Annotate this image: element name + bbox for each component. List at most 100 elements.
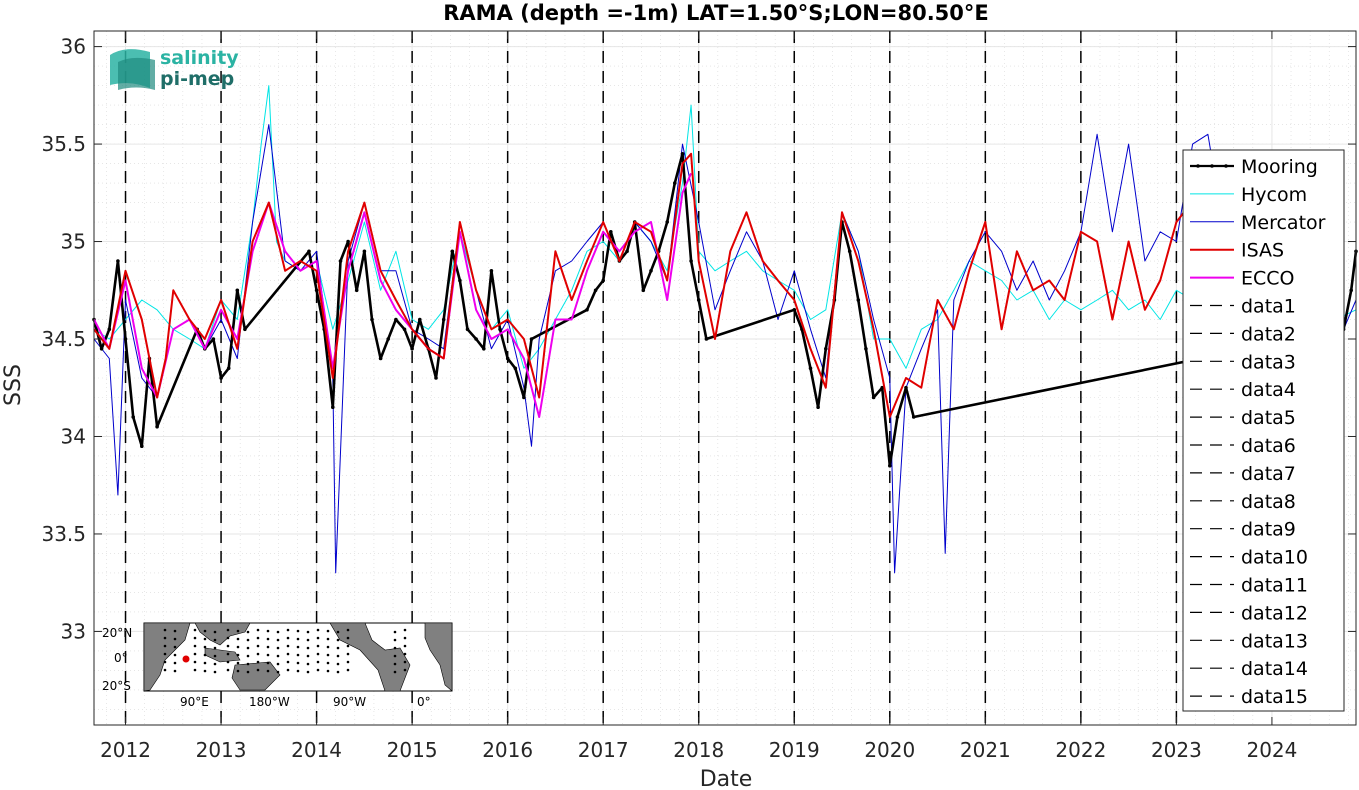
y-axis-label: SSS (1, 364, 26, 406)
mooring-point (226, 366, 231, 371)
map-dot (403, 644, 407, 648)
map-dot (226, 636, 230, 640)
map-dot (266, 669, 270, 673)
map-dot (276, 638, 280, 642)
mooring-point (386, 337, 391, 341)
map-dot (316, 652, 320, 656)
map-dot (193, 644, 197, 648)
map-dot (393, 662, 397, 666)
map-dot (236, 669, 240, 673)
map-dot (246, 630, 250, 634)
mooring-point (458, 278, 462, 283)
mooring-point (505, 356, 510, 361)
mooring-point (474, 337, 478, 341)
map-dot (213, 662, 217, 666)
series-line-isas (93, 152, 1194, 418)
map-dot (163, 652, 167, 656)
map-dot (203, 629, 207, 633)
legend-label-data12: data12 (1241, 602, 1308, 624)
mooring-point (346, 239, 350, 244)
map-dot (266, 629, 270, 633)
mooring-point (593, 288, 598, 293)
mooring-point (529, 337, 534, 341)
map-dot (246, 646, 250, 650)
map-dot (326, 661, 330, 665)
map-dot (336, 670, 340, 674)
mooring-point (155, 424, 159, 429)
mooring-point (609, 230, 613, 234)
mooring-point (522, 395, 526, 400)
mooring-point (847, 249, 852, 254)
mooring-point (904, 385, 908, 390)
mooring-point (418, 317, 422, 322)
map-dot (236, 661, 240, 665)
mooring-point (140, 444, 144, 449)
legend-dot (1224, 164, 1228, 168)
map-lon-label-90e: 90°E (180, 695, 209, 709)
map-dot (393, 654, 397, 658)
map-dot (213, 654, 217, 658)
map-dot (296, 629, 300, 633)
map-dot (226, 628, 230, 632)
mooring-point (888, 463, 892, 468)
y-tick-label: 34.5 (41, 327, 86, 351)
mooring-point (880, 385, 884, 390)
map-dot (193, 660, 197, 664)
map-dot (173, 661, 177, 665)
legend-label-data2: data2 (1241, 323, 1296, 345)
plot-frame (93, 30, 1357, 726)
mooring-point (649, 269, 653, 273)
map-dot (173, 653, 177, 657)
mooring-point (498, 327, 502, 332)
map-dot (306, 662, 310, 666)
map-dot (266, 645, 270, 649)
logo-wave-icon-2 (118, 57, 155, 90)
mooring-point (131, 415, 135, 419)
map-dot (173, 629, 177, 633)
map-dot (226, 652, 230, 656)
map-dot (346, 644, 350, 648)
mooring-locations (163, 628, 407, 674)
legend-label-data7: data7 (1241, 463, 1296, 485)
legend-label-data8: data8 (1241, 491, 1296, 513)
legend-label-mercator: Mercator (1241, 212, 1326, 234)
mooring-point (434, 376, 438, 380)
mooring-point (911, 415, 916, 419)
mooring-point (665, 220, 669, 224)
map-dot (173, 669, 177, 673)
map-dot (346, 628, 350, 632)
map-dot (403, 628, 407, 632)
map-dot (203, 661, 207, 665)
map-dot (326, 629, 330, 633)
map-dot (336, 662, 340, 666)
x-tick-label: 2022 (1055, 738, 1106, 762)
map-dot (246, 662, 250, 666)
map-dot (403, 660, 407, 664)
salinity-pi-mep-logo: salinity pi-mep (110, 47, 239, 90)
map-dot (226, 644, 230, 648)
map-dot (203, 653, 207, 657)
map-dot (326, 637, 330, 641)
y-tick-label: 36 (61, 35, 86, 59)
map-dot (326, 669, 330, 673)
x-tick-label: 2016 (482, 738, 533, 762)
map-dot (393, 638, 397, 642)
map-dot (346, 668, 350, 672)
map-dot (286, 644, 290, 648)
map-dot (306, 670, 310, 674)
map-dot (246, 670, 250, 674)
inset-map-background (143, 622, 453, 692)
x-tick-label: 2023 (1151, 738, 1202, 762)
map-lat-label-equator: 0° (114, 651, 128, 665)
map-dot (266, 653, 270, 657)
inset-map: 20°N 0° 20°S 90°E 180°W 90°W 0° (102, 622, 453, 709)
mooring-point (219, 376, 223, 380)
mooring-point (816, 405, 820, 410)
map-dot (403, 636, 407, 640)
x-tick-label: 2012 (100, 738, 151, 762)
map-dot (346, 636, 350, 640)
x-tick-label: 2013 (196, 738, 247, 762)
mooring-point (824, 347, 828, 351)
mooring-point (362, 249, 367, 254)
